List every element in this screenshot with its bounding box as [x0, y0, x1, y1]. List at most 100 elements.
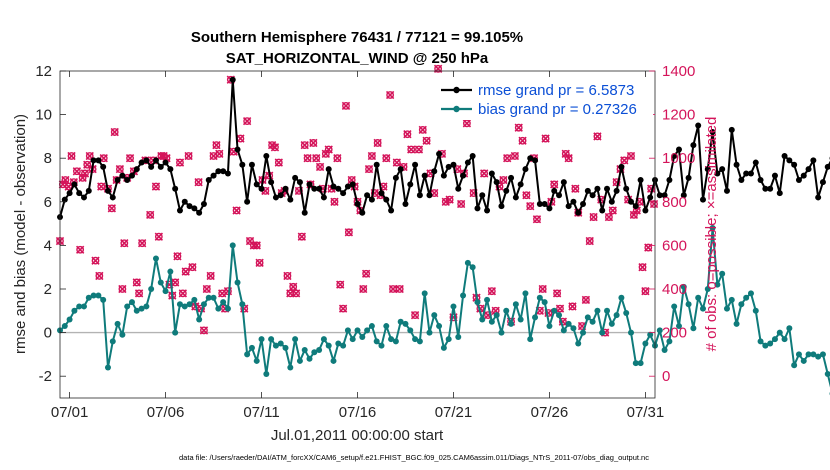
rmse-data-point — [220, 168, 227, 175]
rmse-data-point — [810, 157, 817, 164]
bias-data-point — [316, 347, 323, 354]
obs-count-marker — [414, 145, 424, 154]
obs-count-marker — [385, 90, 395, 100]
rmse-data-point — [508, 174, 515, 181]
rmse-data-point — [781, 153, 788, 160]
bias-data-point — [714, 281, 721, 288]
obs-count-marker — [418, 125, 427, 135]
bias-data-point — [460, 292, 467, 299]
bias-data-point — [695, 294, 702, 301]
obs-count-marker — [270, 143, 280, 152]
legend-rmse-label: rmse grand pr = 6.5873 — [478, 82, 634, 99]
rmse-data-point — [604, 185, 611, 192]
y2-tick-label: 0 — [662, 368, 670, 385]
bias-data-point — [181, 303, 188, 310]
rmse-data-point — [66, 190, 73, 197]
bias-data-point — [656, 327, 663, 334]
legend-bias-marker — [453, 105, 460, 113]
rmse-data-point — [455, 185, 462, 192]
bias-data-point — [560, 327, 567, 334]
rmse-data-point — [229, 76, 236, 83]
bias-data-point — [407, 327, 414, 334]
rmse-data-point — [215, 168, 222, 175]
bias-data-point — [757, 338, 764, 345]
obs-count-marker — [344, 228, 354, 237]
rmse-data-point — [320, 194, 327, 201]
rmse-data-point — [133, 166, 140, 173]
rmse-data-point — [738, 177, 745, 183]
bias-data-point — [205, 294, 212, 301]
obs-count-marker — [445, 195, 454, 204]
bias-data-point — [690, 325, 697, 332]
bias-data-point — [738, 301, 745, 308]
rmse-data-point — [743, 170, 750, 177]
rmse-data-point — [306, 181, 313, 188]
bias-data-point — [484, 296, 491, 303]
obs-count-marker — [120, 239, 129, 248]
bias-data-point — [426, 329, 433, 336]
rmse-data-point — [747, 170, 754, 177]
bias-data-point — [268, 336, 275, 343]
y2-tick-label: 400 — [662, 281, 687, 298]
y2-tick-label: 1400 — [662, 63, 695, 80]
rmse-data-point — [666, 177, 673, 183]
rmse-data-point — [90, 157, 97, 164]
rmse-data-point — [277, 192, 284, 199]
legend: rmse grand pr = 6.5873 bias grand pr = 0… — [437, 78, 653, 120]
obs-count-marker — [297, 232, 307, 241]
obs-count-marker — [620, 156, 629, 165]
obs-count-marker — [289, 282, 298, 291]
rmse-data-point — [186, 203, 193, 210]
rmse-data-point — [767, 185, 774, 192]
obs-count-marker — [638, 263, 647, 272]
bias-data-point — [258, 336, 265, 343]
rmse-data-point — [546, 205, 553, 212]
rmse-data-point — [445, 163, 452, 170]
obs-points-layer — [55, 64, 659, 337]
bias-data-point — [95, 292, 102, 299]
rmse-data-point — [392, 174, 399, 181]
obs-count-marker — [315, 162, 325, 172]
x-tick-label: 07/31 — [627, 404, 665, 421]
rmse-data-point — [671, 153, 678, 160]
rmse-data-point — [119, 172, 126, 179]
rmse-data-point — [719, 166, 726, 173]
bias-data-point — [743, 294, 750, 301]
bias-data-point — [388, 336, 395, 343]
bias-series-line — [59, 226, 830, 388]
rmse-data-point — [431, 168, 438, 175]
bias-data-point — [296, 357, 303, 364]
obs-count-marker — [154, 232, 164, 241]
bias-data-point — [80, 303, 87, 310]
rmse-data-point — [632, 203, 639, 210]
bias-data-point — [320, 336, 327, 343]
obs-count-marker — [585, 236, 594, 246]
bias-data-point — [436, 323, 443, 330]
bias-data-point — [613, 312, 620, 319]
obs-count-marker — [487, 287, 497, 296]
obs-count-marker — [83, 160, 92, 169]
rmse-data-point — [128, 172, 135, 179]
bias-data-point — [637, 360, 644, 367]
bias-data-point — [76, 303, 83, 310]
rmse-data-point — [532, 157, 539, 164]
bias-data-point — [325, 342, 332, 349]
bias-data-point — [306, 355, 313, 362]
rmse-data-point — [589, 192, 596, 199]
rmse-data-point — [541, 200, 548, 207]
bias-data-point — [272, 342, 279, 349]
obs-count-marker — [137, 239, 147, 248]
obs-count-marker — [274, 158, 283, 167]
rmse-data-point — [292, 174, 299, 181]
bias-data-point — [344, 327, 351, 334]
obs-count-marker — [151, 182, 161, 191]
obs-count-marker — [641, 287, 650, 296]
bias-data-point — [196, 316, 203, 323]
obs-count-marker — [361, 269, 371, 278]
rmse-data-point — [152, 157, 159, 164]
obs-count-marker — [518, 136, 527, 145]
rmse-data-point — [512, 194, 519, 201]
bias-data-point — [292, 336, 299, 343]
bias-data-point — [152, 255, 159, 262]
obs-count-marker — [242, 116, 252, 126]
